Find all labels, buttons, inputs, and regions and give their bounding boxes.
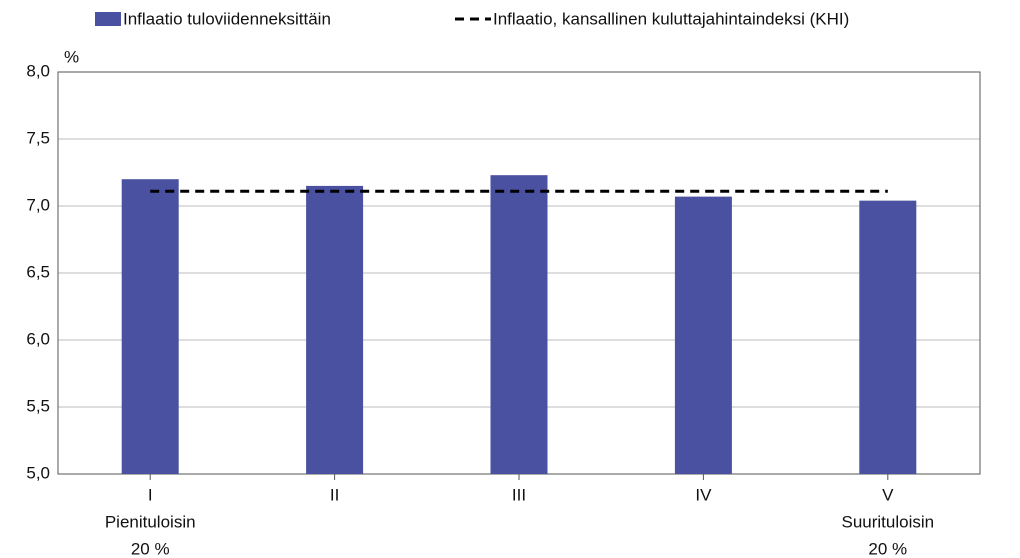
legend-swatch [95,12,121,26]
bar [121,179,179,474]
y-tick-label: 6,0 [26,329,50,348]
legend-label: Inflaatio tuloviidenneksittäin [123,9,331,28]
x-tick-label: Suurituloisin [841,512,934,531]
y-tick-label: 7,5 [26,128,50,147]
x-tick-label: 20 % [868,539,907,558]
y-tick-label: 6,5 [26,262,50,281]
x-tick-label: 20 % [131,539,170,558]
x-tick-label: II [330,485,339,504]
x-tick-label: Pienituloisin [105,512,196,531]
bar [490,175,548,474]
y-unit: % [64,47,79,66]
bar [674,196,732,474]
x-tick-label: I [148,485,153,504]
y-tick-label: 8,0 [26,61,50,80]
x-tick-label: IV [695,485,712,504]
y-tick-label: 5,5 [26,396,50,415]
x-tick-label: V [882,485,894,504]
bar [306,185,364,474]
y-tick-label: 5,0 [26,463,50,482]
legend-label: Inflaatio, kansallinen kuluttajahintaind… [493,9,849,28]
x-tick-label: III [512,485,526,504]
bar [859,200,917,474]
y-tick-label: 7,0 [26,195,50,214]
